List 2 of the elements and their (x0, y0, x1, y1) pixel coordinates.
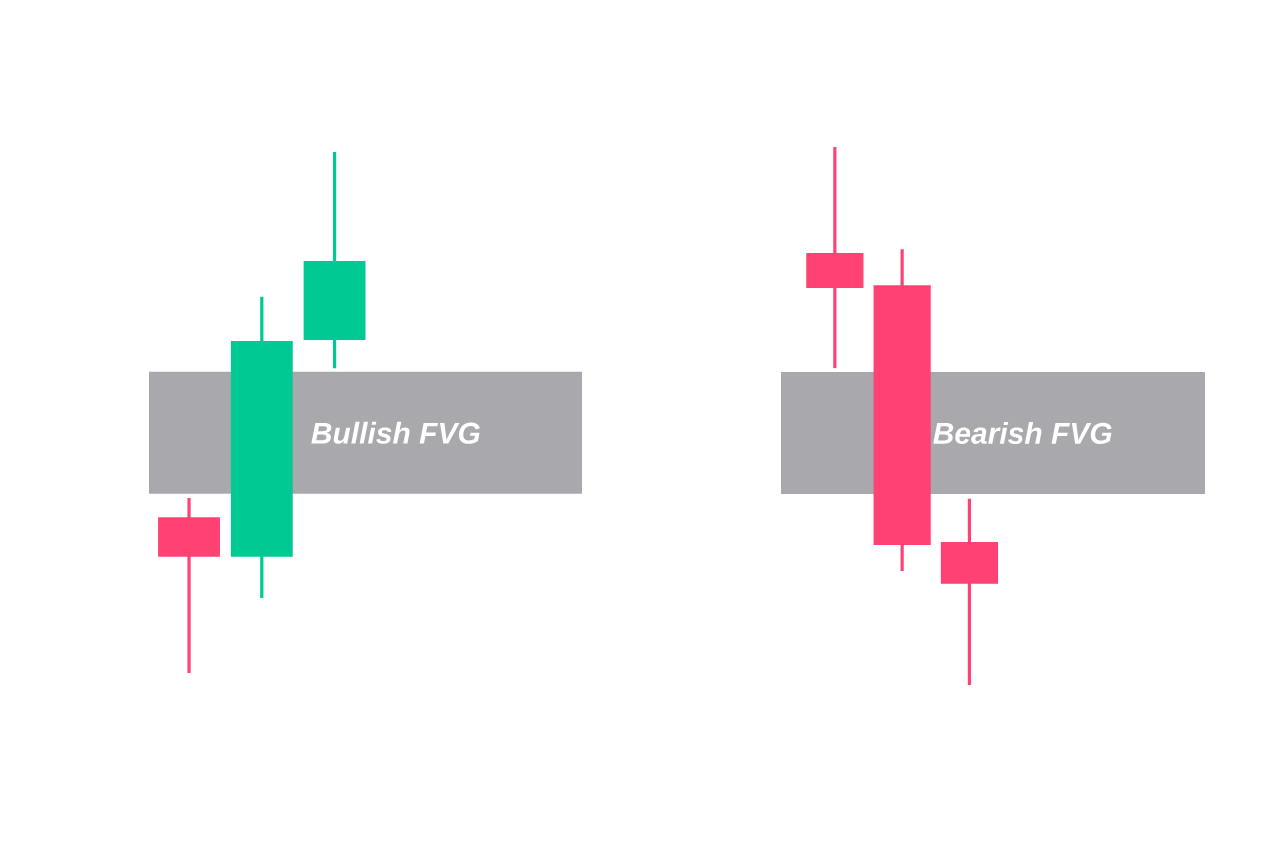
band-label: Bearish FVG (933, 421, 1112, 444)
band-label: Bullish FVG (311, 421, 480, 444)
